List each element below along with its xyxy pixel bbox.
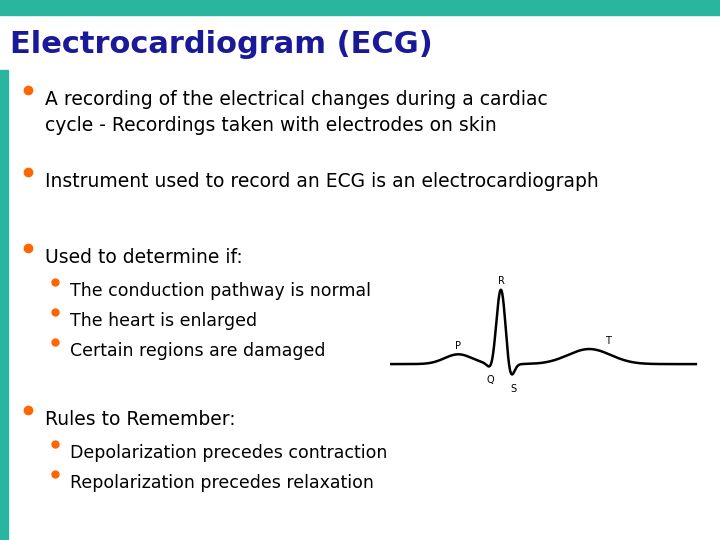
Text: R: R [498, 276, 505, 286]
Bar [0, 0, 720, 15]
Text: Instrument used to record an ECG is an electrocardiograph: Instrument used to record an ECG is an e… [45, 172, 599, 191]
Text: Rules to Remember:: Rules to Remember: [45, 410, 235, 429]
Text: S: S [510, 383, 516, 394]
Text: The heart is enlarged: The heart is enlarged [70, 312, 257, 330]
Bar [0, 70, 8, 540]
Text: Electrocardiogram (ECG): Electrocardiogram (ECG) [10, 30, 433, 59]
Text: Used to determine if:: Used to determine if: [45, 248, 243, 267]
Text: T: T [605, 336, 611, 346]
Text: The conduction pathway is normal: The conduction pathway is normal [70, 282, 371, 300]
Text: A recording of the electrical changes during a cardiac
cycle - Recordings taken : A recording of the electrical changes du… [45, 90, 548, 135]
Text: Certain regions are damaged: Certain regions are damaged [70, 342, 325, 360]
Text: Depolarization precedes contraction: Depolarization precedes contraction [70, 444, 387, 462]
Text: Q: Q [487, 375, 494, 384]
Text: P: P [455, 341, 462, 352]
Text: Repolarization precedes relaxation: Repolarization precedes relaxation [70, 474, 374, 492]
